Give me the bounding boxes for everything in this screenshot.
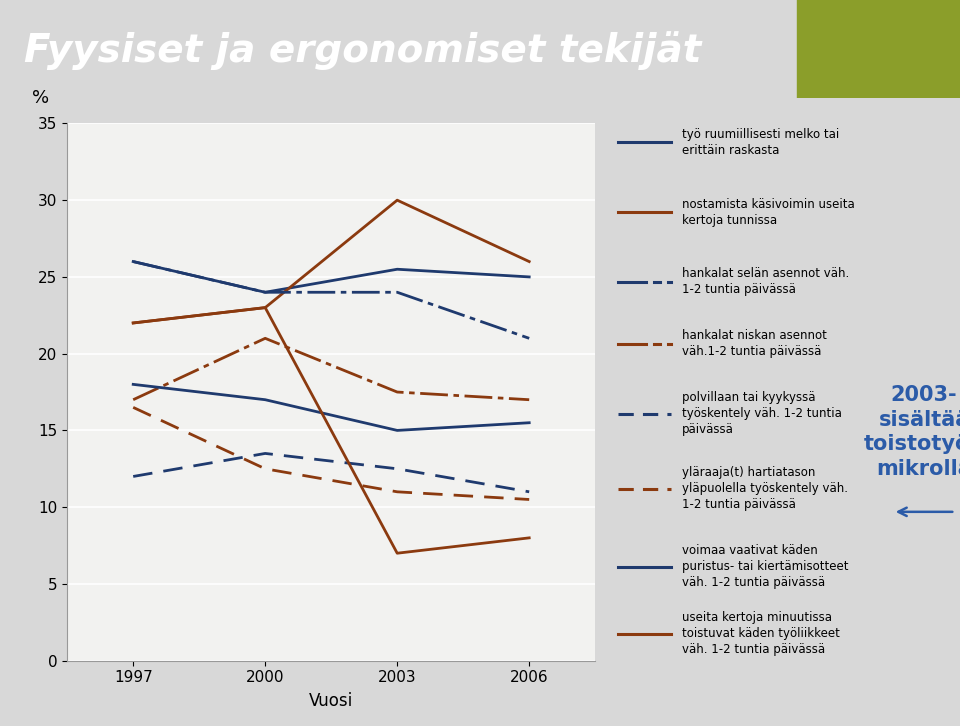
Y-axis label: %: % [33, 89, 49, 107]
Text: työ ruumiillisesti melko tai
erittäin raskasta: työ ruumiillisesti melko tai erittäin ra… [682, 128, 839, 157]
Text: yläraaja(t) hartiatason
yläpuolella työskentely väh.
1-2 tuntia päivässä: yläraaja(t) hartiatason yläpuolella työs… [682, 466, 848, 511]
Text: voimaa vaativat käden
puristus- tai kiertämisotteet
väh. 1-2 tuntia päivässä: voimaa vaativat käden puristus- tai kier… [682, 544, 849, 589]
X-axis label: Vuosi: Vuosi [309, 693, 353, 710]
Text: nostamista käsivoimin useita
kertoja tunnissa: nostamista käsivoimin useita kertoja tun… [682, 197, 854, 227]
Text: hankalat selän asennot väh.
1-2 tuntia päivässä: hankalat selän asennot väh. 1-2 tuntia p… [682, 267, 850, 296]
Text: 2003-
sisältää
toistotyön
mikrolla: 2003- sisältää toistotyön mikrolla [863, 385, 960, 479]
FancyBboxPatch shape [797, 0, 960, 108]
Text: Fyysiset ja ergonomiset tekijät: Fyysiset ja ergonomiset tekijät [24, 31, 702, 70]
Text: polvillaan tai kyykyssä
työskentely väh. 1-2 tuntia
päivässä: polvillaan tai kyykyssä työskentely väh.… [682, 391, 842, 436]
Text: hankalat niskan asennot
väh.1-2 tuntia päivässä: hankalat niskan asennot väh.1-2 tuntia p… [682, 329, 827, 358]
Text: useita kertoja minuutissa
toistuvat käden työliikkeet
väh. 1-2 tuntia päivässä: useita kertoja minuutissa toistuvat käde… [682, 611, 840, 656]
